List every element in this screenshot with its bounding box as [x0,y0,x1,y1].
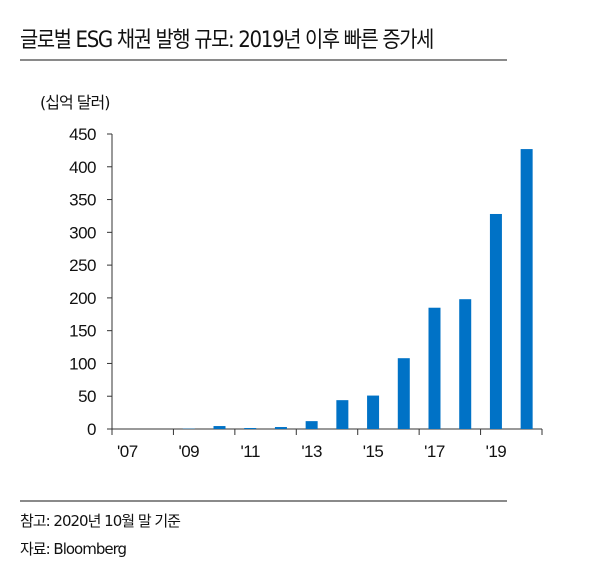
y-tick-label: 300 [69,223,96,242]
bar-2012 [274,427,287,429]
y-tick-label: 100 [69,354,96,373]
y-tick-label: 200 [69,289,96,308]
y-tick-label: 150 [69,322,96,341]
bar-2018 [459,299,472,429]
x-tick-label: '07 [117,442,138,461]
x-tick-label: '13 [301,442,322,461]
x-tick-label: '11 [241,442,260,461]
y-tick-label: 250 [69,256,96,275]
bar-2015 [367,395,380,429]
footer-divider [20,500,507,502]
x-tick-label: '15 [363,442,384,461]
x-tick-label: '17 [424,442,445,461]
chart-title: 글로벌 ESG 채권 발행 규모: 2019년 이후 빠른 증가세 [20,28,434,53]
footnote: 참고: 2020년 10월 말 기준 [20,512,181,530]
y-axis-unit-label: (십억 달러) [40,93,110,112]
x-tick-label: '09 [178,442,199,461]
y-tick-label: 50 [78,387,96,406]
source-note: 자료: Bloomberg [20,540,127,558]
bar-2013 [305,421,318,429]
x-tick-label: '19 [486,442,507,461]
bar-2014 [336,400,349,429]
bar-2016 [397,358,410,429]
bar-2010 [213,426,226,429]
bar-2011 [244,428,257,429]
y-tick-label: 350 [69,191,96,210]
bar-2020 [520,149,533,430]
title-divider [20,59,507,61]
bar-2019 [489,213,502,429]
y-tick-label: 0 [87,420,96,439]
bar-2017 [428,307,441,429]
y-tick-label: 450 [69,125,96,144]
bar-chart: 0 50 100 150 200 250 300 350 400 450 '07 '09 '11 '13 '… [69,125,543,461]
y-tick-label: 400 [69,158,96,177]
